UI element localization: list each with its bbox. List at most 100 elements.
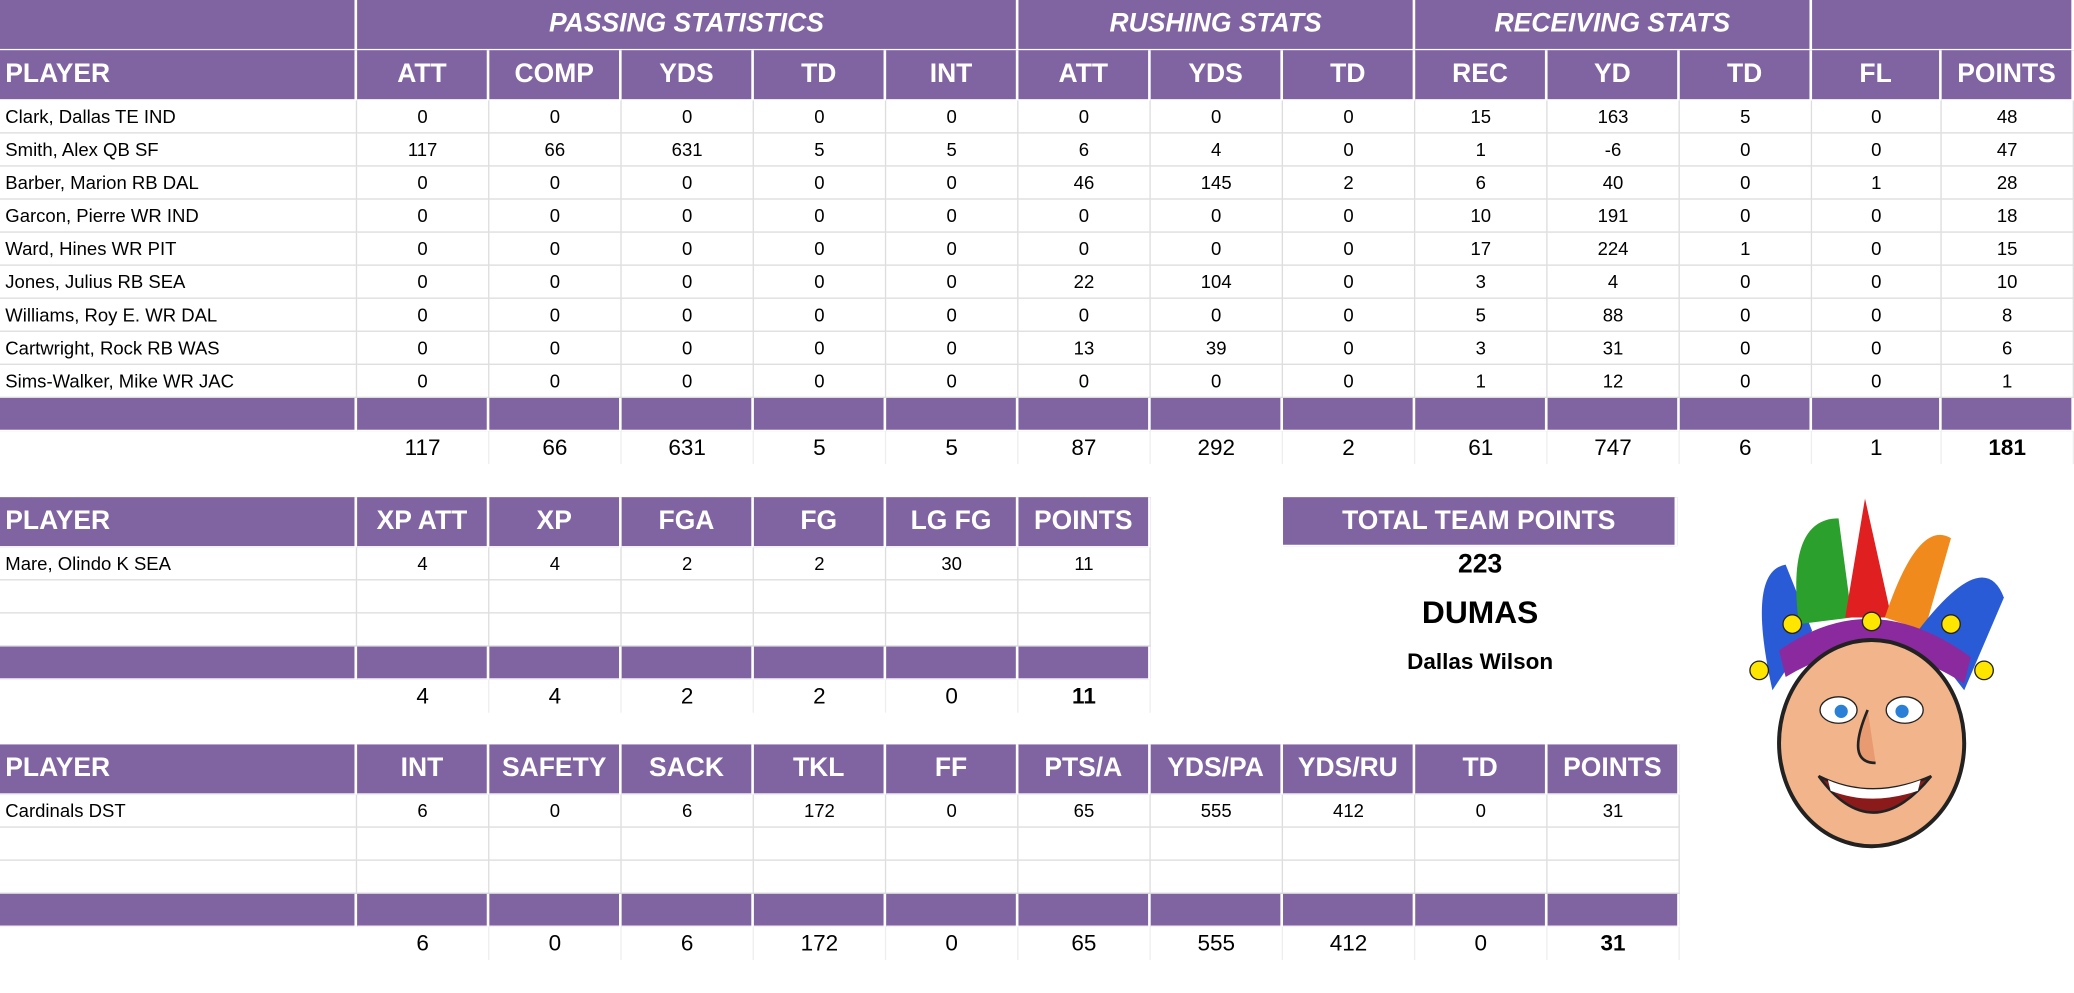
column-header: PLAYER [0, 497, 358, 548]
column-header: LG FG [886, 497, 1019, 548]
stat-cell: 0 [753, 265, 887, 299]
empty-cell [753, 613, 887, 647]
total-cell: 66 [489, 431, 622, 465]
stat-cell: 0 [621, 166, 754, 200]
stat-cell: 88 [1547, 298, 1680, 332]
stat-cell: 2 [1283, 166, 1416, 200]
total-cell: 0 [886, 926, 1019, 960]
stat-cell: 0 [1283, 133, 1416, 167]
stat-cell: 0 [1283, 364, 1416, 398]
player-name: Barber, Marion RB DAL [0, 166, 358, 200]
stat-cell: 18 [1941, 199, 2074, 233]
stat-cell: 1 [1415, 133, 1548, 167]
empty-cell [886, 580, 1019, 614]
stat-cell: 631 [621, 133, 754, 167]
empty-cell [621, 827, 754, 861]
stat-cell: 1 [1812, 166, 1942, 200]
stat-cell: 28 [1941, 166, 2074, 200]
separator-bar [1018, 397, 1151, 432]
stat-cell: 5 [886, 133, 1019, 167]
stat-cell: 6 [1415, 166, 1548, 200]
stat-cell: 0 [489, 100, 622, 134]
stat-cell: 0 [1150, 298, 1284, 332]
stat-cell: 0 [357, 364, 490, 398]
stat-cell: 0 [1812, 364, 1942, 398]
column-header: PLAYER [0, 50, 358, 101]
total-cell: 0 [489, 926, 622, 960]
stat-cell: 66 [489, 133, 622, 167]
empty-cell [621, 613, 754, 647]
stat-cell: 0 [489, 265, 622, 299]
empty-cell [1415, 860, 1548, 894]
column-header: POINTS [1547, 744, 1680, 795]
stat-cell: 0 [357, 232, 490, 266]
stat-cell: 0 [886, 232, 1019, 266]
empty-cell [357, 860, 490, 894]
empty-cell [357, 827, 490, 861]
stat-cell: 4 [1150, 133, 1284, 167]
stat-cell: 40 [1547, 166, 1680, 200]
separator-bar [753, 646, 887, 680]
stat-cell: 0 [886, 166, 1019, 200]
stat-cell: 0 [1812, 199, 1942, 233]
column-header: ATT [1018, 50, 1151, 101]
stat-cell: 0 [489, 166, 622, 200]
total-cell: 65 [1018, 926, 1151, 960]
stat-cell: 0 [357, 166, 490, 200]
empty-cell [1283, 860, 1416, 894]
stat-cell: 0 [489, 331, 622, 365]
stat-cell: 48 [1941, 100, 2074, 134]
stat-cell: 4 [357, 547, 490, 581]
stat-cell: 0 [357, 199, 490, 233]
stat-cell: 5 [1415, 298, 1548, 332]
total-cell: 6 [1680, 431, 1813, 465]
stat-cell: 31 [1547, 794, 1680, 828]
stat-cell: 0 [1415, 794, 1548, 828]
stat-cell: 0 [357, 265, 490, 299]
stat-cell: 6 [357, 794, 490, 828]
stat-cell: 6 [1018, 133, 1151, 167]
stat-cell: 412 [1283, 794, 1416, 828]
stat-cell: 1 [1415, 364, 1548, 398]
stat-cell: 0 [886, 794, 1019, 828]
stat-cell: 0 [753, 232, 887, 266]
stat-cell: 15 [1415, 100, 1548, 134]
player-name: Jones, Julius RB SEA [0, 265, 358, 299]
total-cell: 5 [886, 431, 1019, 465]
separator-bar [1018, 646, 1151, 680]
group-header: PASSING STATISTICS [357, 0, 1019, 51]
total-cell: 631 [622, 431, 754, 465]
column-header: XP ATT [357, 497, 490, 548]
empty-cell [0, 860, 358, 894]
empty-cell [489, 613, 622, 647]
stat-cell: 0 [621, 199, 754, 233]
separator-bar [1283, 397, 1416, 432]
column-header: INT [886, 50, 1019, 101]
stat-cell: 5 [1679, 100, 1813, 134]
total-cell: 87 [1018, 431, 1151, 465]
jester-logo [1749, 498, 2004, 849]
player-name: Williams, Roy E. WR DAL [0, 298, 358, 332]
empty-cell [489, 580, 622, 614]
player-name: Smith, Alex QB SF [0, 133, 358, 167]
stat-cell: 47 [1941, 133, 2074, 167]
stat-cell: 0 [753, 166, 887, 200]
empty-cell [489, 827, 622, 861]
stat-cell: 0 [489, 364, 622, 398]
stat-cell: 0 [1812, 331, 1942, 365]
stat-cell: 145 [1150, 166, 1284, 200]
stat-cell: 0 [1812, 100, 1942, 134]
empty-cell [357, 580, 490, 614]
separator-bar [357, 646, 490, 680]
player-name: Sims-Walker, Mike WR JAC [0, 364, 358, 398]
group-header: RECEIVING STATS [1415, 0, 1813, 51]
header-blank [0, 0, 358, 51]
stat-cell: 0 [489, 298, 622, 332]
stat-cell: 0 [753, 364, 887, 398]
stat-cell: 0 [621, 298, 754, 332]
stat-cell: 0 [1812, 298, 1942, 332]
total-cell: 117 [357, 431, 490, 465]
empty-cell [753, 860, 887, 894]
total-cell: 747 [1548, 431, 1680, 465]
